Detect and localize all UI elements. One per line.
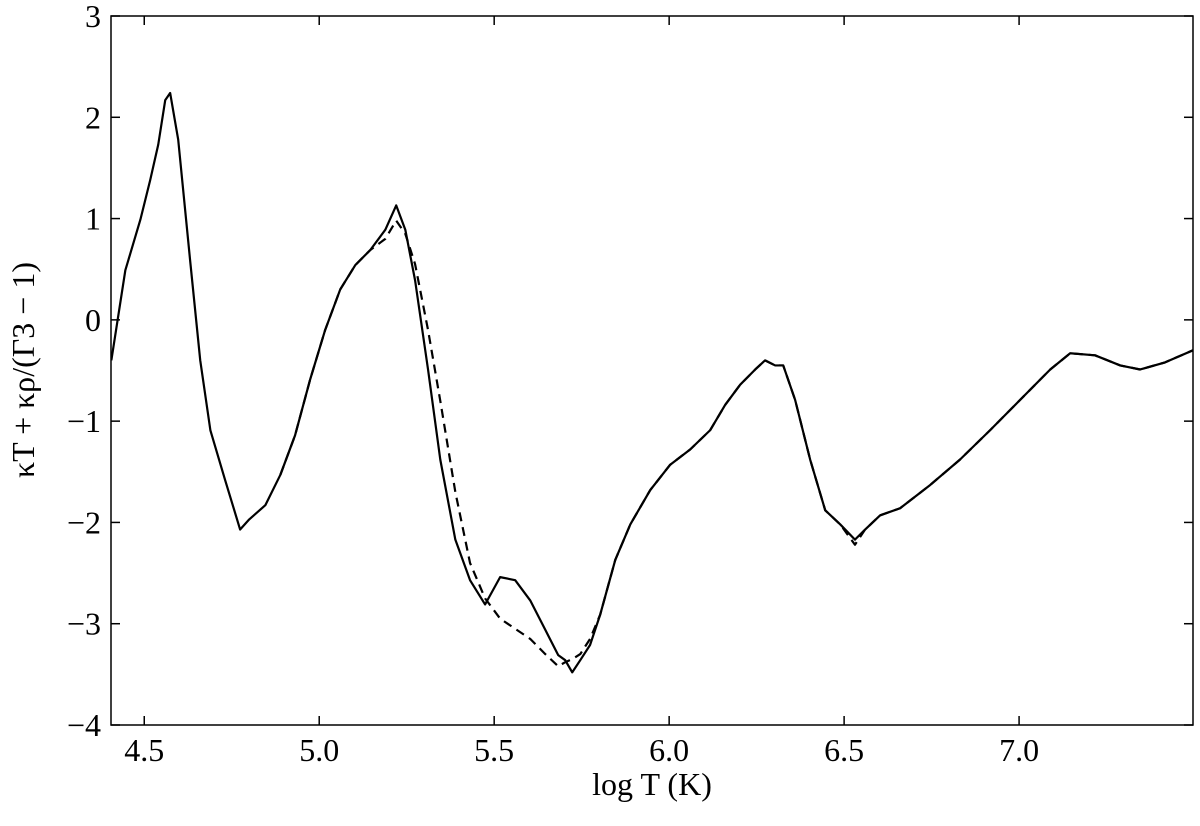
y-tick-label: −2 <box>67 504 101 540</box>
data-line <box>279 219 1193 668</box>
x-tick-label: 6.5 <box>824 732 864 768</box>
data-line <box>111 91 1193 674</box>
x-tick-label: 5.0 <box>299 732 339 768</box>
y-axis-label: κT + κρ/(Γ3 − 1) <box>5 262 41 478</box>
x-tick-label: 4.5 <box>124 732 164 768</box>
plot-frame <box>110 15 1194 726</box>
plot-lines <box>111 91 1193 674</box>
x-axis-label: log T (K) <box>592 766 712 802</box>
x-tick-label: 7.0 <box>999 732 1039 768</box>
y-tick-label: 3 <box>85 0 101 34</box>
x-tick-label: 5.5 <box>474 732 514 768</box>
y-tick-label: 0 <box>85 302 101 338</box>
y-tick-label: −3 <box>67 606 101 642</box>
y-tick-label: −4 <box>67 707 101 743</box>
y-tick-label: 2 <box>85 99 101 135</box>
x-tick-label: 6.0 <box>649 732 689 768</box>
y-tick-label: 1 <box>85 201 101 237</box>
y-tick-label: −1 <box>67 403 101 439</box>
